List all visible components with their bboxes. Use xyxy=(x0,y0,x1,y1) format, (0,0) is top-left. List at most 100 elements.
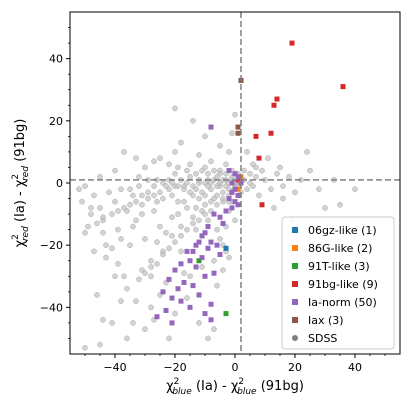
class-point xyxy=(271,102,277,108)
sdss-point xyxy=(175,211,181,217)
sdss-point xyxy=(175,198,181,205)
sdss-point xyxy=(304,149,310,155)
sdss-point xyxy=(172,105,178,112)
sdss-point xyxy=(280,195,286,202)
sdss-point xyxy=(139,192,145,199)
class-point xyxy=(178,261,184,267)
sdss-point xyxy=(121,149,127,155)
class-point xyxy=(289,40,295,46)
sdss-point xyxy=(115,261,121,267)
sdss-point xyxy=(175,164,181,171)
class-point xyxy=(193,242,199,248)
sdss-point xyxy=(220,267,226,273)
sdss-point xyxy=(211,257,217,264)
sdss-point xyxy=(181,198,187,205)
sdss-point xyxy=(217,170,223,177)
sdss-point xyxy=(163,229,169,236)
sdss-point xyxy=(94,220,100,227)
x-axis-label: χ2 blue (Ia) - χ2 blue (91bg) xyxy=(166,377,304,397)
x-tick-label: −20 xyxy=(163,361,186,374)
legend-entry: 91bg-like (9) xyxy=(308,278,378,291)
sdss-point xyxy=(100,214,106,220)
sdss-point xyxy=(157,189,163,196)
sdss-point xyxy=(232,111,238,118)
sdss-point xyxy=(151,158,157,165)
sdss-point xyxy=(109,245,115,252)
sdss-point xyxy=(271,205,277,211)
sdss-point xyxy=(337,201,343,208)
sdss-point xyxy=(133,217,139,224)
sdss-point xyxy=(184,180,190,186)
y-tick-label: 20 xyxy=(49,115,63,128)
y-tick-label: −40 xyxy=(40,301,63,314)
sdss-point xyxy=(187,161,193,168)
sdss-point xyxy=(112,167,118,174)
y-tick-label: 0 xyxy=(56,177,63,190)
sdss-point xyxy=(199,264,205,270)
sdss-point xyxy=(142,270,148,276)
sdss-point xyxy=(166,245,172,252)
sdss-point xyxy=(217,142,223,149)
class-point xyxy=(187,304,193,310)
sdss-point xyxy=(292,189,298,196)
sdss-point xyxy=(205,335,211,342)
sdss-point xyxy=(130,192,136,199)
class-point xyxy=(226,196,232,202)
class-point xyxy=(274,96,280,102)
sdss-point xyxy=(202,192,208,199)
class-point xyxy=(223,245,229,251)
legend-entry: Iax (3) xyxy=(308,314,344,327)
sdss-point xyxy=(97,341,103,348)
class-point xyxy=(235,192,241,198)
sdss-point xyxy=(244,186,250,193)
class-point xyxy=(169,295,175,301)
sdss-point xyxy=(169,192,175,199)
sdss-point xyxy=(139,211,145,217)
sdss-point xyxy=(97,205,103,211)
class-point xyxy=(166,276,172,282)
sdss-point xyxy=(202,201,208,208)
class-point xyxy=(217,252,223,258)
sdss-point xyxy=(274,170,280,177)
sdss-point xyxy=(253,173,259,180)
class-point xyxy=(253,133,259,139)
sdss-point xyxy=(94,292,100,298)
sdss-point xyxy=(115,226,121,233)
sdss-point xyxy=(187,173,193,180)
sdss-point xyxy=(196,152,202,158)
sdss-point xyxy=(241,167,247,174)
sdss-point xyxy=(169,180,175,186)
class-point xyxy=(208,124,214,130)
sdss-point xyxy=(142,164,148,171)
x-label-sub-1: blue xyxy=(172,387,192,397)
sdss-point xyxy=(79,198,85,205)
class-point xyxy=(199,233,205,239)
sdss-point xyxy=(127,186,133,193)
sdss-point xyxy=(154,261,160,267)
sdss-point xyxy=(88,211,94,217)
sdss-point xyxy=(193,170,199,177)
sdss-point xyxy=(220,195,226,202)
sdss-point xyxy=(178,248,184,255)
class-point xyxy=(211,270,217,276)
sdss-point xyxy=(166,335,172,342)
sdss-point xyxy=(187,273,193,280)
sdss-point xyxy=(259,167,265,174)
class-point xyxy=(220,220,226,226)
sdss-point xyxy=(136,276,142,283)
class-point xyxy=(178,298,184,304)
class-point xyxy=(235,124,241,130)
class-point xyxy=(193,264,199,270)
sdss-point xyxy=(244,149,250,155)
sdss-point xyxy=(118,298,124,304)
sdss-point xyxy=(112,273,118,280)
legend-entry: SDSS xyxy=(308,332,337,345)
class-point xyxy=(268,130,274,136)
sdss-point xyxy=(121,273,127,280)
sdss-point xyxy=(286,173,292,180)
x-tick-label: 40 xyxy=(348,361,362,374)
class-point xyxy=(190,283,196,289)
class-point xyxy=(154,314,160,320)
sdss-point xyxy=(154,198,160,205)
sdss-point xyxy=(265,155,271,161)
